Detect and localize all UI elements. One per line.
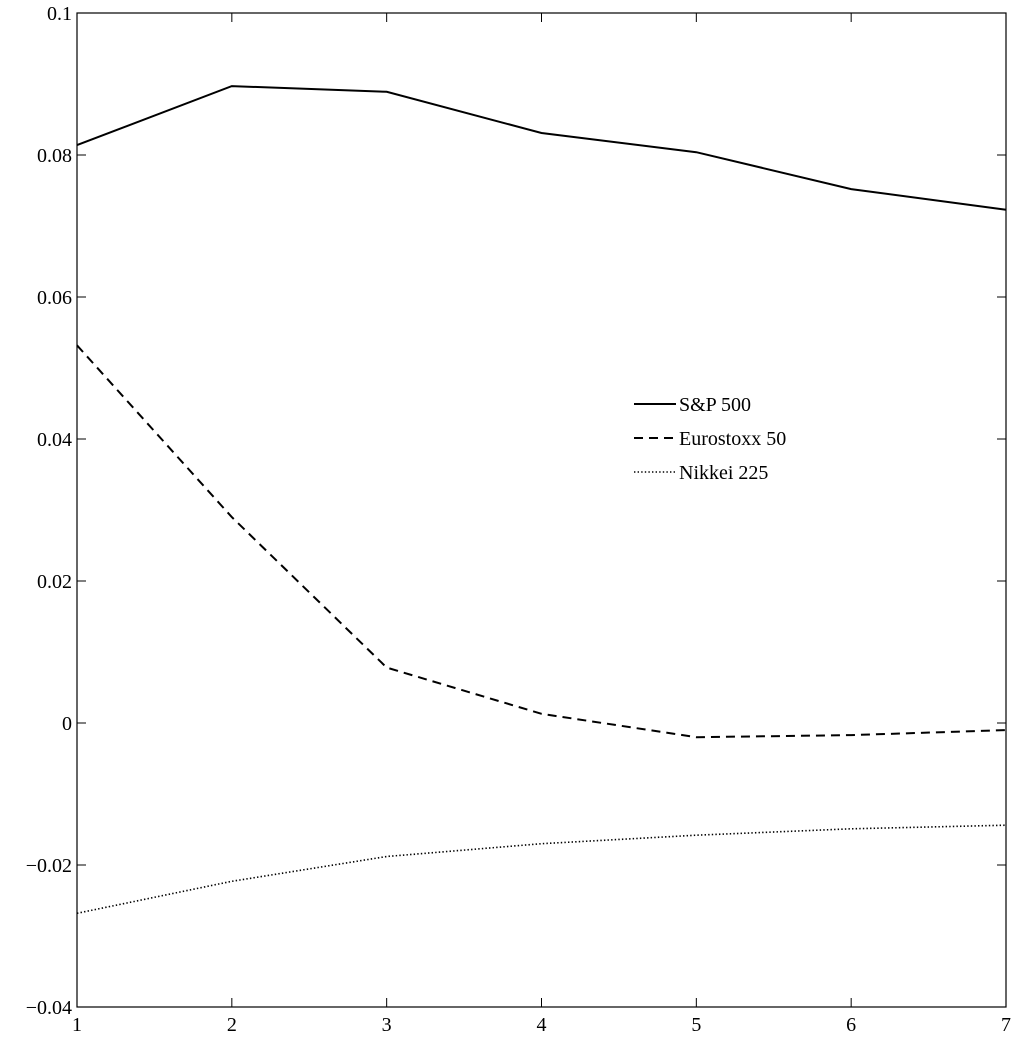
series-line-0 <box>76 85 1007 211</box>
legend-label-1: Eurostoxx 50 <box>679 428 786 450</box>
legend-label-2: Nikkei 225 <box>679 462 768 484</box>
x-tick-label: 2 <box>227 1014 237 1036</box>
y-tick-label: 0.1 <box>47 3 72 25</box>
y-tick-label: 0.08 <box>37 145 72 167</box>
y-tick-label: 0.06 <box>37 287 72 309</box>
y-tick-label: −0.04 <box>26 997 72 1019</box>
plot-frame <box>76 12 1007 1008</box>
legend: S&P 500 Eurostoxx 50 Nikkei 225 <box>634 394 786 484</box>
ticks-layer <box>76 12 1007 1008</box>
y-tick-label: −0.02 <box>26 855 72 877</box>
x-axis-tick-labels: 1 2 3 4 5 6 7 <box>72 1014 1011 1036</box>
x-tick-label: 3 <box>382 1014 392 1036</box>
x-tick-label: 7 <box>1001 1014 1011 1036</box>
x-tick-label: 6 <box>846 1014 856 1036</box>
x-tick-label: 1 <box>72 1014 82 1036</box>
x-tick-label: 4 <box>537 1014 547 1036</box>
series-line-1 <box>76 344 1007 739</box>
series-lines <box>76 85 1007 915</box>
y-tick-label: 0.04 <box>37 429 72 451</box>
y-tick-label: 0 <box>62 713 72 735</box>
y-axis-tick-labels: −0.04 −0.02 0 0.02 0.04 0.06 0.08 0.1 <box>26 3 72 1019</box>
legend-label-0: S&P 500 <box>679 394 751 416</box>
y-tick-label: 0.02 <box>37 571 72 593</box>
x-tick-label: 5 <box>691 1014 701 1036</box>
series-line-2 <box>76 824 1007 915</box>
